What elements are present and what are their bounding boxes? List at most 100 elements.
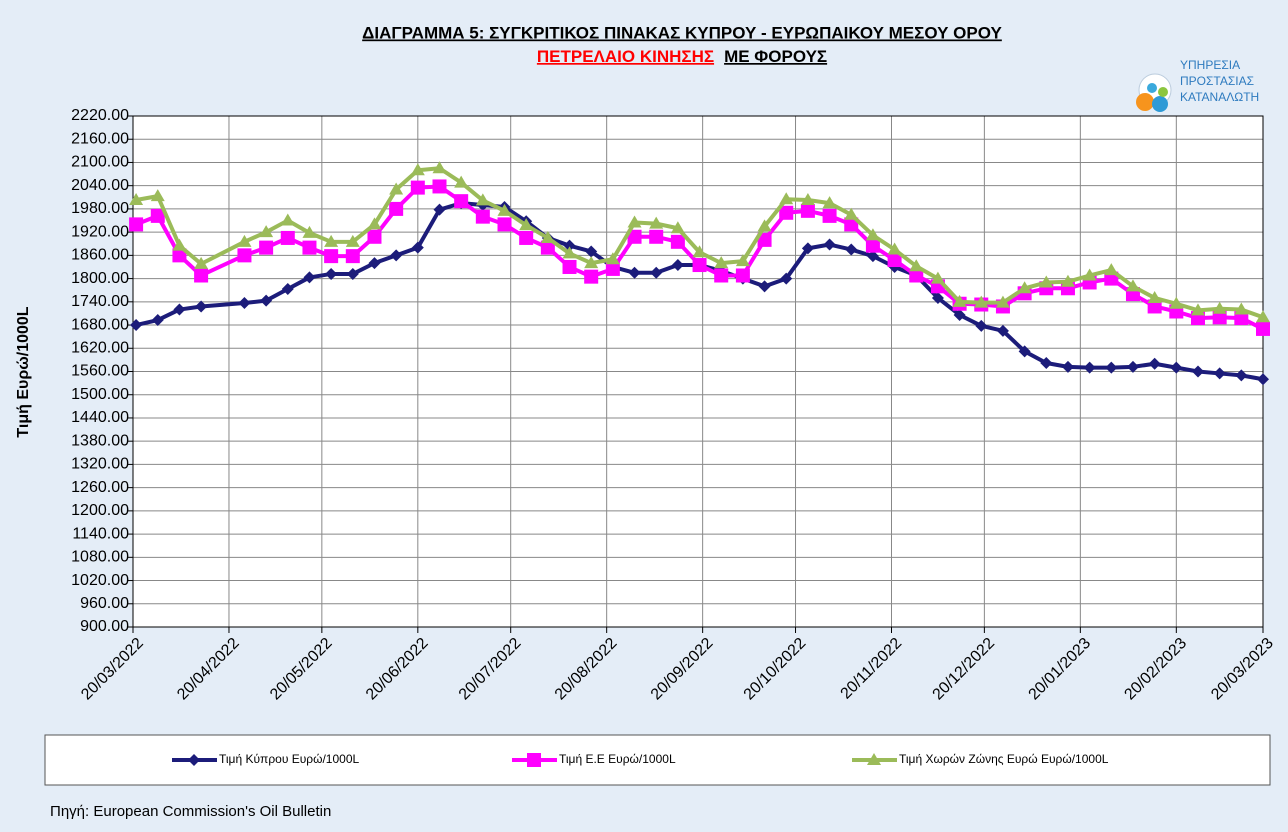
logo-dot: [1147, 83, 1157, 93]
marker: [1234, 302, 1249, 315]
logo-dot: [1152, 96, 1168, 112]
marker: [975, 319, 988, 332]
series-line: [135, 184, 1264, 331]
marker: [345, 249, 360, 264]
marker: [1040, 356, 1053, 369]
marker: [866, 250, 879, 263]
subtitle-red: ΠΕΤΡΕΛΑΙΟ ΚΙΝΗΣΗΣ: [537, 47, 714, 66]
marker: [800, 203, 815, 218]
marker: [1148, 357, 1161, 370]
marker: [562, 259, 577, 274]
marker: [411, 241, 424, 254]
marker: [475, 193, 490, 206]
marker: [497, 203, 512, 216]
marker: [605, 261, 620, 276]
marker: [952, 294, 967, 307]
marker: [1082, 268, 1097, 281]
marker: [844, 207, 859, 220]
marker: [1060, 274, 1075, 287]
marker: [887, 253, 902, 268]
marker: [367, 217, 382, 230]
x-tick-label: 20/04/2022: [174, 635, 243, 704]
marker: [1256, 321, 1270, 336]
marker: [519, 218, 534, 231]
y-tick-label: 1740.00: [71, 293, 129, 310]
marker: [801, 242, 814, 255]
y-tick-label: 1320.00: [71, 456, 129, 473]
marker: [325, 267, 338, 280]
marker: [259, 225, 274, 238]
marker: [735, 254, 750, 267]
marker: [1104, 263, 1119, 276]
y-tick-label: 1080.00: [71, 549, 129, 566]
chart-subtitle: ΠΕΤΡΕΛΑΙΟ ΚΙΝΗΣΗΣ ΜΕ ΦΟΡΟΥΣ: [537, 47, 827, 66]
marker: [865, 238, 880, 253]
marker: [735, 268, 750, 283]
marker: [302, 240, 317, 255]
legend-label: Τιμή Κύπρου Ευρώ/1000L: [219, 752, 360, 766]
marker: [714, 256, 729, 269]
y-tick-label: 1020.00: [71, 572, 129, 589]
y-tick-label: 1140.00: [72, 525, 129, 542]
marker: [822, 196, 837, 209]
y-tick-label: 1620.00: [71, 339, 129, 356]
x-tick-label: 20/01/2023: [1026, 635, 1095, 704]
marker: [1235, 369, 1248, 382]
marker: [1125, 279, 1140, 292]
marker: [758, 280, 771, 293]
marker: [345, 234, 360, 247]
marker: [867, 753, 881, 765]
marker: [324, 234, 339, 247]
x-tick-label: 20/12/2022: [930, 635, 999, 704]
marker: [1147, 290, 1162, 303]
marker: [649, 216, 664, 229]
marker: [1257, 373, 1269, 386]
marker: [303, 271, 316, 284]
marker: [410, 163, 425, 176]
logo-dot: [1136, 93, 1154, 111]
marker: [150, 208, 165, 223]
marker: [281, 283, 294, 296]
y-tick-label: 1800.00: [71, 270, 129, 287]
marker: [390, 249, 403, 262]
marker: [432, 179, 447, 194]
y-tick-label: 2220.00: [71, 107, 129, 124]
marker: [129, 217, 144, 232]
y-tick-label: 2040.00: [71, 177, 129, 194]
marker: [527, 753, 541, 767]
x-tick-label: 20/09/2022: [648, 635, 717, 704]
marker: [129, 193, 144, 206]
marker: [1212, 310, 1227, 325]
logo: ΥΠΗΡΕΣΙΑ ΠΡΟΣΤΑΣΙΑΣ ΚΑΤΑΝΑΛΩΤΗ: [1136, 58, 1259, 112]
legend-label: Τιμή Χωρών Ζώνης Ευρώ Ευρώ/1000L: [899, 752, 1109, 766]
logo-dot: [1158, 87, 1168, 97]
marker: [433, 203, 446, 216]
y-tick-label: 900.00: [80, 618, 129, 635]
legend: [44, 734, 1271, 786]
marker: [367, 229, 382, 244]
logo-text: ΚΑΤΑΝΑΛΩΤΗ: [1180, 90, 1259, 104]
marker: [432, 161, 447, 174]
marker: [650, 266, 663, 279]
y-tick-label: 1920.00: [71, 223, 129, 240]
marker: [584, 256, 599, 269]
marker: [823, 238, 836, 251]
plot-border: [132, 115, 1264, 628]
marker: [519, 230, 534, 245]
marker: [1170, 361, 1183, 374]
marker: [909, 259, 924, 272]
y-tick-label: 1380.00: [71, 432, 129, 449]
legend-label: Τιμή Ε.Ε Ευρώ/1000L: [559, 752, 676, 766]
y-tick-label: 1500.00: [71, 386, 129, 403]
x-tick-label: 20/06/2022: [363, 635, 432, 704]
x-tick-label: 20/03/2022: [78, 635, 147, 704]
marker: [238, 296, 251, 309]
y-tick-label: 1860.00: [71, 247, 129, 264]
y-tick-label: 960.00: [80, 595, 129, 612]
marker: [800, 193, 815, 206]
marker: [497, 217, 512, 232]
marker: [130, 319, 143, 332]
marker: [1017, 281, 1032, 294]
marker: [584, 269, 599, 284]
